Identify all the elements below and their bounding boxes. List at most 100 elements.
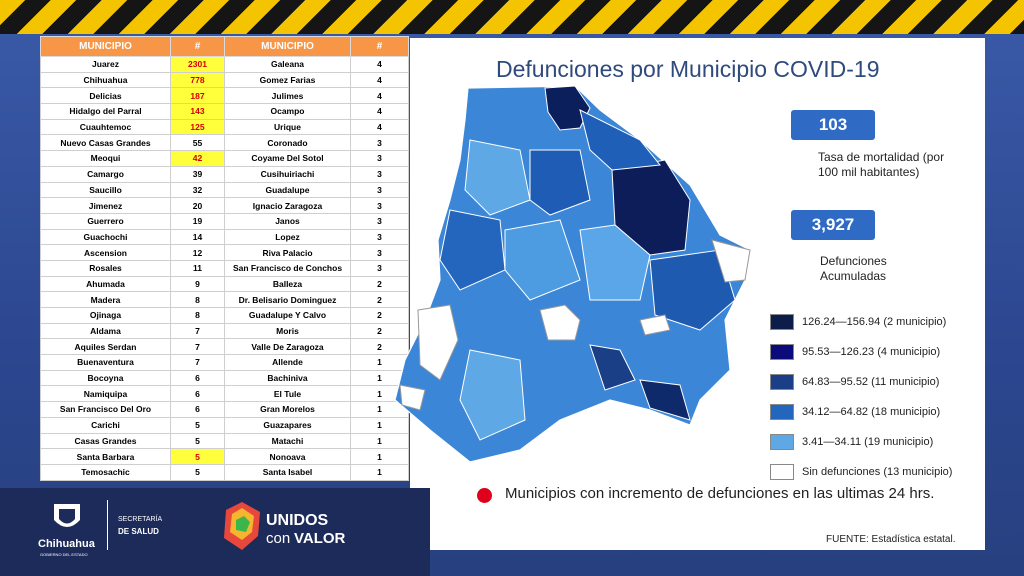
municipality-name: Hidalgo del Parral — [40, 103, 171, 120]
table-row: Buenaventura 7 Allende 1 — [40, 354, 409, 371]
death-count: 12 — [170, 244, 225, 261]
municipality-name: Casas Grandes — [40, 432, 171, 450]
death-count: 32 — [170, 181, 225, 199]
legend-item: 126.24—156.94 (2 municipio) — [770, 312, 980, 332]
municipality-name: Aquiles Serdan — [40, 338, 171, 356]
table-row: Ascension 12 Riva Palacio 3 — [40, 244, 409, 261]
death-count: 5 — [170, 432, 225, 450]
death-count: 9 — [170, 275, 225, 293]
municipality-name: Carichi — [40, 416, 171, 434]
table-row: Ahumada 9 Balleza 2 — [40, 275, 409, 293]
rate-label: Tasa de mortalidad (por 100 mil habitant… — [818, 150, 945, 179]
death-count: 5 — [170, 416, 225, 434]
valor: VALOR — [294, 530, 346, 547]
column-header: MUNICIPIO — [224, 36, 351, 57]
municipality-name: San Francisco de Conchos — [224, 259, 351, 277]
legend-swatch — [770, 344, 794, 360]
municipality-none — [639, 314, 671, 336]
death-count: 55 — [170, 134, 225, 152]
hazard-stripe — [0, 0, 1024, 34]
footer-banner: Chihuahua GOBIERNO DEL ESTADO SECRETARÍA… — [0, 488, 430, 576]
municipality-name: Ascension — [40, 244, 171, 261]
municipality — [504, 219, 581, 301]
municipality-none — [711, 239, 751, 283]
table-row: Nuevo Casas Grandes 55 Coronado 3 — [40, 134, 409, 152]
municipality-name: San Francisco Del Oro — [40, 401, 171, 418]
legend-item: 95.53—126.23 (4 municipio) — [770, 342, 980, 362]
table-row: Santa Barbara 5 Nonoava 1 — [40, 448, 409, 465]
logo-chihuahua: Chihuahua — [38, 538, 95, 550]
logo-gobierno: GOBIERNO DEL ESTADO — [40, 552, 88, 557]
municipality-name: Rosales — [40, 259, 171, 277]
death-count: 14 — [170, 228, 225, 246]
red-dot — [477, 488, 492, 503]
death-count: 778 — [170, 71, 225, 89]
table-row: Juarez 2301 Galeana 4 — [40, 56, 409, 73]
table-row: Guerrero 19 Janos 3 — [40, 212, 409, 230]
table-row: Rosales 11 San Francisco de Conchos 3 — [40, 259, 409, 277]
municipality-name: Ignacio Zaragoza — [224, 197, 351, 214]
death-count: 6 — [170, 401, 225, 418]
legend-label: 64.83—95.52 (11 municipio) — [802, 376, 940, 388]
municipality-name: Janos — [224, 212, 351, 230]
death-count: 39 — [170, 165, 225, 183]
table-row: Namiquipa 6 El Tule 1 — [40, 385, 409, 403]
table-row: Guachochi 14 Lopez 3 — [40, 228, 409, 246]
death-count: 7 — [170, 322, 225, 340]
death-count: 3 — [350, 244, 409, 261]
municipality — [579, 224, 651, 301]
table-row: Delicias 187 Julimes 4 — [40, 87, 409, 105]
municipality — [439, 209, 506, 291]
municipality-name: Ocampo — [224, 103, 351, 120]
table-body: Juarez 2301 Galeana 4 Chihuahua 778 Gomez Fari… — [40, 56, 409, 481]
table-row: Aldama 7 Moris 2 — [40, 322, 409, 340]
municipality-name: Coronado — [224, 134, 351, 152]
municipality — [649, 249, 736, 331]
death-count: 11 — [170, 259, 225, 277]
rate-value: 103 — [791, 110, 875, 140]
municipality-name: Julimes — [224, 87, 351, 105]
municipality-name: Moris — [224, 322, 351, 340]
death-count: 143 — [170, 103, 225, 120]
municipality — [459, 349, 526, 441]
municipality-name: Buenaventura — [40, 354, 171, 371]
municipality-name: Bachiniva — [224, 369, 351, 387]
death-count: 2 — [350, 275, 409, 293]
municipality-name: Camargo — [40, 165, 171, 183]
death-count: 20 — [170, 197, 225, 214]
municipality-name: Nuevo Casas Grandes — [40, 134, 171, 152]
state-emblem — [54, 504, 80, 527]
legend-swatch — [770, 404, 794, 420]
death-count: 7 — [170, 354, 225, 371]
con: con — [266, 530, 291, 547]
death-count: 5 — [170, 463, 225, 481]
municipality-name: Coyame Del Sotol — [224, 150, 351, 167]
municipality-name: Santa Isabel — [224, 463, 351, 481]
municipality-none — [399, 384, 426, 411]
legend-label: 34.12—64.82 (18 municipio) — [802, 406, 941, 418]
municipality-name: Bocoyna — [40, 369, 171, 387]
death-count: 1 — [350, 463, 409, 481]
municipality-name: Temosachic — [40, 463, 171, 481]
municipality — [589, 344, 636, 391]
column-header: # — [350, 36, 409, 57]
table-row: Aquiles Serdan 7 Valle De Zaragoza 2 — [40, 338, 409, 356]
municipality-none — [417, 304, 459, 381]
death-count: 2301 — [170, 56, 225, 73]
municipality-none — [539, 304, 581, 341]
municipality-name: Matachi — [224, 432, 351, 450]
municipality-name: Guadalupe — [224, 181, 351, 199]
legend-label: Sin defunciones (13 municipio) — [802, 466, 953, 478]
legend-label: 3.41—34.11 (19 municipio) — [802, 436, 934, 448]
table-row: Madera 8 Dr. Belisario Dominguez 2 — [40, 291, 409, 308]
municipality-name: Namiquipa — [40, 385, 171, 403]
table-row: Ojinaga 8 Guadalupe Y Calvo 2 — [40, 307, 409, 324]
deaths-label: Defunciones Acumuladas — [820, 254, 887, 283]
legend-item: Sin defunciones (13 municipio) — [770, 462, 980, 482]
municipality — [464, 139, 531, 216]
table-header: MUNICIPIO # MUNICIPIO # — [40, 36, 409, 57]
death-count: 7 — [170, 338, 225, 356]
death-count: 4 — [350, 56, 409, 73]
municipality-name: Gomez Farias — [224, 71, 351, 89]
